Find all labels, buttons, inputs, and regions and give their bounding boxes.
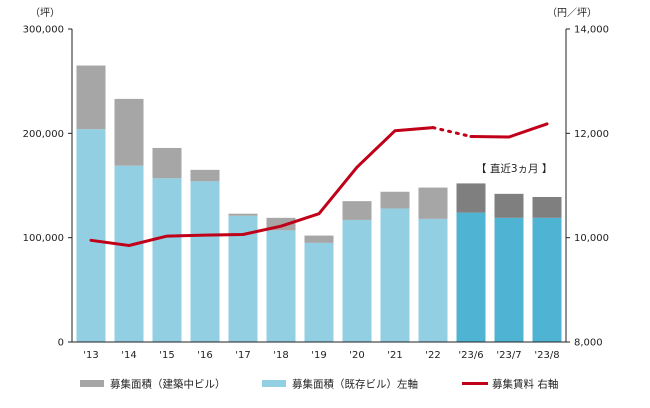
bar-existing — [152, 178, 182, 342]
bar-existing — [532, 217, 562, 342]
right-tick-label: 10,000 — [574, 233, 609, 244]
bar-construction — [418, 187, 448, 219]
x-tick-label: '13 — [83, 350, 98, 361]
legend-label: 募集面積（建築中ビル） — [110, 378, 226, 391]
rent-line-historical — [89, 126, 435, 247]
x-tick-label: '15 — [159, 350, 174, 361]
legend-swatch — [262, 380, 286, 387]
bar-construction — [494, 193, 524, 218]
legend: 募集面積（建築中ビル） 募集面積（既存ビル）左軸 募集賃料 右軸 — [80, 378, 558, 391]
x-tick-label: '23/7 — [496, 350, 521, 361]
right-tick-label: 14,000 — [574, 25, 609, 36]
x-tick-label: '18 — [273, 350, 288, 361]
bar-existing — [456, 212, 486, 342]
legend-label: 募集面積（既存ビル）左軸 — [292, 378, 418, 391]
left-tick-label: 0 — [58, 338, 64, 349]
bar-existing — [342, 219, 372, 342]
x-tick-label: '23/6 — [458, 350, 483, 361]
x-tick-label: '23/8 — [534, 350, 559, 361]
right-tick-label: 12,000 — [574, 129, 609, 140]
bar-construction — [456, 183, 486, 213]
bar-construction — [228, 213, 258, 216]
x-tick-label: '19 — [311, 350, 326, 361]
bar-existing — [494, 217, 524, 342]
right-tick-label: 8,000 — [574, 338, 603, 349]
bar-construction — [380, 191, 410, 209]
bar-existing — [380, 208, 410, 342]
bar-existing — [304, 242, 334, 342]
bar-existing — [76, 129, 106, 342]
bar-construction — [114, 98, 144, 166]
x-tick-label: '20 — [349, 350, 364, 361]
right-axis-unit: （円／坪） — [547, 6, 597, 19]
bar-construction — [190, 169, 220, 182]
legend-swatch — [80, 380, 104, 387]
bar-construction — [342, 201, 372, 220]
left-axis-unit: （坪） — [30, 6, 60, 19]
x-tick-label: '17 — [235, 350, 250, 361]
plot-area: 0 100,000 200,000 300,000 8,000 10,000 12,000 1… — [23, 25, 609, 362]
bar-existing — [114, 165, 144, 342]
bar-existing — [418, 218, 448, 342]
bar-existing — [228, 215, 258, 342]
bar-existing — [266, 230, 296, 342]
x-tick-label: '16 — [197, 350, 212, 361]
rent-line-gap — [431, 126, 473, 138]
bar-construction — [76, 65, 106, 130]
x-tick-label: '14 — [121, 350, 136, 361]
bar-construction — [304, 235, 334, 243]
bar-existing — [190, 181, 220, 342]
x-tick-label: '22 — [425, 350, 440, 361]
left-tick-label: 200,000 — [23, 129, 64, 140]
legend-label: 募集賃料 右軸 — [492, 378, 558, 391]
bar-construction — [152, 147, 182, 179]
left-tick-label: 300,000 — [23, 25, 64, 36]
bar-construction — [532, 196, 562, 218]
x-tick-label: '21 — [387, 350, 402, 361]
rent-line-recent — [469, 122, 549, 139]
left-tick-label: 100,000 — [23, 233, 64, 244]
recent-months-annotation: 【 直近3ヵ月 】 — [476, 162, 552, 175]
